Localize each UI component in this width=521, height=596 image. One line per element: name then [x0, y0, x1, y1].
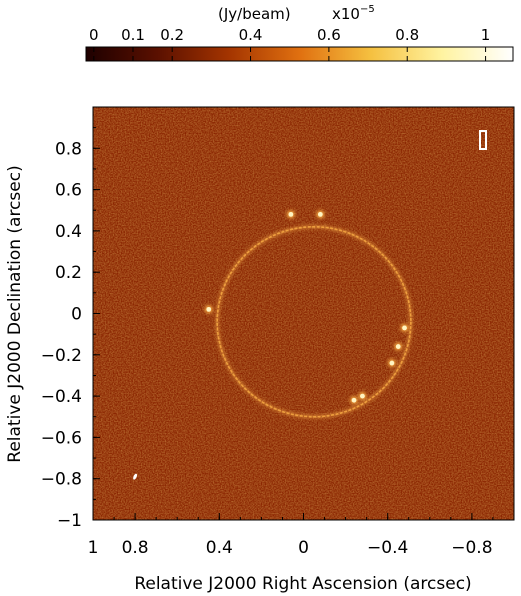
y-tick-label: −1	[57, 511, 82, 531]
einstein-ring	[215, 225, 413, 419]
y-tick-label: 0.8	[55, 139, 82, 159]
x-tick-label: −0.4	[367, 538, 408, 558]
y-tick-label: 0.4	[55, 222, 82, 242]
colorbar-tick-label: 0	[89, 26, 99, 44]
hotspot	[351, 397, 357, 403]
beam-marker	[133, 473, 138, 480]
colorbar-tick-label: 1	[481, 26, 491, 44]
y-tick-label: −0.8	[41, 470, 82, 490]
hotspot	[402, 325, 407, 331]
y-tick-label: −0.2	[41, 346, 82, 366]
ring-arc	[216, 225, 412, 418]
x-axis-label: Relative J2000 Right Ascension (arcsec)	[134, 574, 471, 594]
colorbar-ticks	[93, 47, 487, 61]
colorbar-scale-label: x10−5	[332, 4, 375, 23]
colorbar-scale-exp: −5	[360, 4, 375, 15]
x-tick-label: 0.4	[206, 538, 233, 558]
image-noise	[93, 107, 514, 520]
y-axis-label: Relative J2000 Declination (arcsec)	[5, 165, 25, 462]
y-tick-label: 0	[71, 305, 82, 325]
image-panel	[93, 107, 514, 520]
hotspot	[360, 393, 365, 399]
colorbar-tick-label: 0.6	[317, 26, 341, 44]
x-tick-label: 1	[88, 538, 99, 558]
hotspot	[395, 344, 401, 349]
colorbar-unit-label: (Jy/beam)	[218, 5, 291, 23]
colorbar-tick-label: 0.4	[239, 26, 263, 44]
y-tick-label: −0.6	[41, 428, 82, 448]
colorbar-scale-base: x10	[332, 5, 360, 23]
x-axis-ticks: 1 0.8 0.4 0 −0.4 −0.8	[88, 513, 515, 558]
hotspot	[389, 360, 395, 366]
colorbar-tick-label: 0.2	[160, 26, 184, 44]
hotspot	[317, 211, 323, 217]
hotspot	[288, 211, 294, 217]
y-tick-label: −0.4	[41, 387, 82, 407]
y-tick-label: 0.2	[55, 263, 82, 283]
colorbar-tick-label: 0.1	[121, 26, 145, 44]
x-tick-label: 0	[298, 538, 309, 558]
colorbar-tick-label: 0.8	[395, 26, 419, 44]
colorbar-bar	[85, 46, 514, 62]
hotspot	[206, 306, 212, 312]
ring-hotspots	[204, 210, 409, 405]
x-tick-label: −0.8	[451, 538, 492, 558]
colorbar-tick-labels: 0 0.1 0.2 0.4 0.6 0.8 1	[89, 26, 490, 44]
x-tick-label: 0.8	[122, 538, 149, 558]
y-tick-label: 0.6	[55, 181, 82, 201]
scale-marker	[479, 130, 487, 150]
colorbar: (Jy/beam) x10−5 0 0.1 0.2 0.4 0.6 0.8 1	[85, 4, 514, 62]
y-axis-ticks: 0.8 0.6 0.4 0.2 0 −0.2 −0.4 −0.6 −0.8 −1	[41, 106, 100, 531]
